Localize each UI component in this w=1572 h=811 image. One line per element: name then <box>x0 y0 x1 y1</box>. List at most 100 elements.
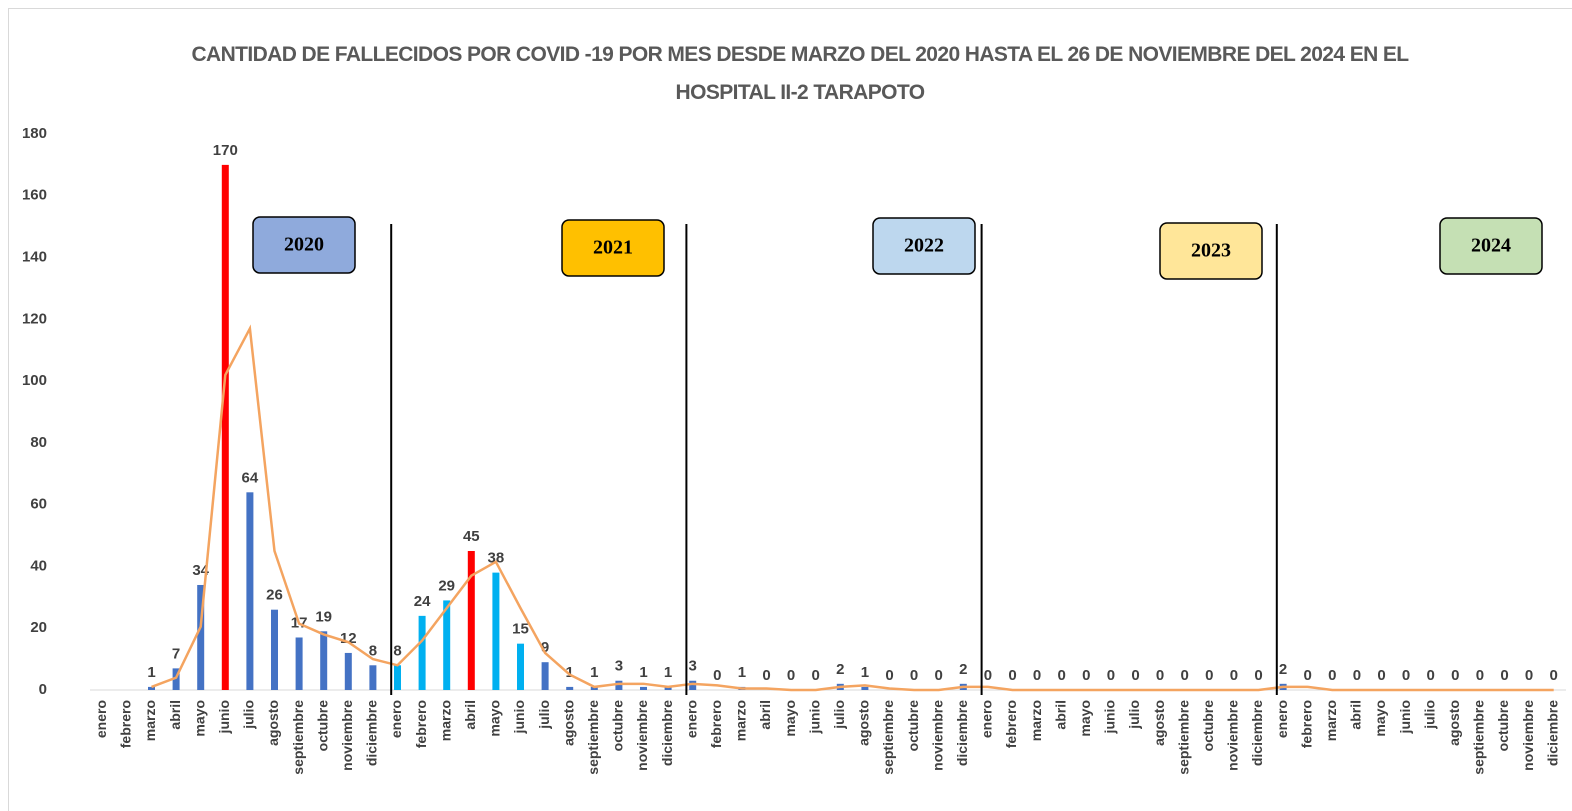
y-tick-label: 20 <box>30 619 47 636</box>
data-label: 0 <box>1230 667 1238 684</box>
data-label: 2 <box>959 661 967 678</box>
data-label: 0 <box>1353 667 1361 684</box>
bar <box>418 615 426 690</box>
x-tick-label: abril <box>1052 700 1068 730</box>
year-box <box>252 216 356 274</box>
x-tick-label: marzo <box>437 700 453 741</box>
y-tick-label: 0 <box>39 681 47 698</box>
x-tick-label: diciembre <box>1544 700 1560 766</box>
data-label: 0 <box>1181 667 1189 684</box>
x-tick-label: noviembre <box>1520 700 1536 771</box>
data-label: 1 <box>664 664 672 681</box>
x-tick-label: enero <box>388 700 404 738</box>
x-tick-label: mayo <box>1372 700 1388 737</box>
x-tick-label: septiembre <box>290 700 306 775</box>
x-tick-label: abril <box>167 700 183 730</box>
y-tick-label: 160 <box>22 187 47 204</box>
data-label: 0 <box>1377 667 1385 684</box>
data-label: 0 <box>812 667 820 684</box>
data-label: 29 <box>438 577 455 594</box>
y-tick-label: 40 <box>30 557 47 574</box>
data-label: 0 <box>885 667 893 684</box>
bar <box>492 572 500 690</box>
x-tick-label: enero <box>93 700 109 738</box>
x-tick-label: agosto <box>856 700 872 746</box>
data-label: 24 <box>414 593 431 610</box>
y-tick-label: 80 <box>30 434 47 451</box>
data-label: 0 <box>762 667 770 684</box>
data-label: 0 <box>1131 667 1139 684</box>
data-label: 9 <box>541 639 549 656</box>
y-tick-label: 60 <box>30 496 47 513</box>
bar <box>689 680 697 690</box>
bar <box>861 686 869 690</box>
x-tick-label: noviembre <box>634 700 650 771</box>
x-tick-label: mayo <box>1077 700 1093 737</box>
bar <box>640 686 647 690</box>
x-tick-label: octubre <box>610 700 626 752</box>
data-label: 170 <box>213 142 238 159</box>
data-label: 0 <box>1205 667 1213 684</box>
data-label: 3 <box>689 658 697 675</box>
x-tick-label: abril <box>1348 700 1364 730</box>
data-label: 0 <box>787 667 795 684</box>
x-tick-label: marzo <box>733 700 749 741</box>
x-tick-label: septiembre <box>585 700 601 775</box>
bar <box>148 686 155 690</box>
data-label: 0 <box>1550 667 1558 684</box>
data-label: 0 <box>1451 667 1459 684</box>
y-tick-label: 140 <box>22 249 47 266</box>
x-tick-label: mayo <box>191 700 207 737</box>
x-tick-label: diciembre <box>659 700 675 766</box>
x-tick-label: junio <box>216 700 232 734</box>
year-box <box>1159 222 1263 280</box>
x-tick-label: agosto <box>1151 700 1167 746</box>
bar <box>344 652 352 690</box>
data-label: 1 <box>738 664 746 681</box>
bar <box>295 637 303 690</box>
data-label: 0 <box>910 667 918 684</box>
bar <box>664 686 672 690</box>
year-box <box>872 217 976 275</box>
data-label: 0 <box>1500 667 1508 684</box>
x-tick-label: agosto <box>1446 700 1462 746</box>
x-tick-label: julio <box>831 700 847 730</box>
chart-frame <box>8 8 1572 811</box>
x-tick-label: abril <box>757 700 773 730</box>
data-label: 0 <box>1058 667 1066 684</box>
y-tick-label: 100 <box>22 372 47 389</box>
bar <box>221 164 229 690</box>
x-tick-label: diciembre <box>1249 700 1265 766</box>
data-label: 0 <box>1525 667 1533 684</box>
x-tick-label: noviembre <box>1225 700 1241 771</box>
x-tick-label: marzo <box>1028 700 1044 741</box>
x-tick-label: junio <box>1397 700 1413 734</box>
x-tick-label: julio <box>1126 700 1142 730</box>
trendline <box>151 324 1554 692</box>
data-label: 45 <box>463 528 480 545</box>
x-tick-label: agosto <box>560 700 576 746</box>
bar <box>467 551 475 690</box>
data-label: 1 <box>590 664 598 681</box>
data-label: 1 <box>861 664 869 681</box>
bar <box>443 600 451 690</box>
data-label: 0 <box>1427 667 1435 684</box>
x-tick-label: octubre <box>1200 700 1216 752</box>
x-tick-label: julio <box>536 700 552 730</box>
bar <box>320 631 328 690</box>
data-label: 1 <box>147 664 155 681</box>
year-label: 2023 <box>1191 240 1231 262</box>
x-tick-label: abril <box>462 700 478 730</box>
bar <box>246 492 254 690</box>
x-tick-label: septiembre <box>1175 700 1191 775</box>
year-box <box>1439 217 1543 275</box>
data-label: 0 <box>1254 667 1262 684</box>
x-tick-label: diciembre <box>364 700 380 766</box>
data-label: 2 <box>1279 661 1287 678</box>
data-label: 0 <box>1008 667 1016 684</box>
data-label: 0 <box>1402 667 1410 684</box>
x-tick-label: diciembre <box>954 700 970 766</box>
x-tick-label: enero <box>1274 700 1290 738</box>
data-label: 0 <box>984 667 992 684</box>
